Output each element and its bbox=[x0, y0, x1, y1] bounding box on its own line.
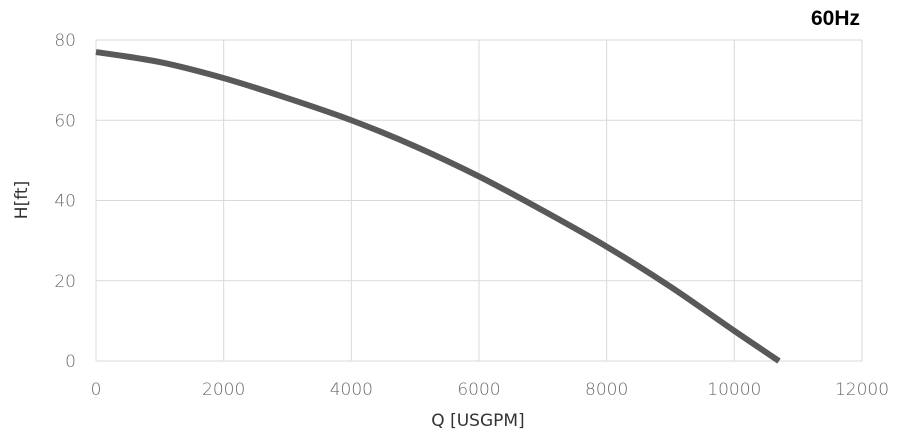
y-tick-label-4: 80 bbox=[54, 31, 76, 51]
y-axis-title: H[ft] bbox=[12, 181, 32, 219]
y-tick-labels: 0 20 40 60 80 bbox=[54, 31, 76, 372]
x-tick-label-0: 0 bbox=[91, 380, 102, 400]
x-tick-labels: 0 2000 4000 6000 8000 10000 12000 bbox=[91, 380, 889, 400]
series-group bbox=[95, 49, 781, 364]
x-tick-label-6: 12000 bbox=[835, 380, 889, 400]
series-line-0 bbox=[95, 49, 781, 364]
x-axis-title: Q [USGPM] bbox=[431, 411, 524, 431]
y-tick-label-3: 60 bbox=[54, 111, 76, 131]
y-tick-label-1: 20 bbox=[54, 272, 76, 292]
y-tick-label-0: 0 bbox=[65, 352, 76, 372]
x-tick-label-1: 2000 bbox=[202, 380, 245, 400]
frequency-badge: 60Hz bbox=[811, 7, 860, 30]
y-tick-label-2: 40 bbox=[54, 192, 76, 212]
x-tick-label-4: 8000 bbox=[585, 380, 628, 400]
x-tick-label-5: 10000 bbox=[707, 380, 761, 400]
x-tick-label-3: 6000 bbox=[457, 380, 500, 400]
grid-lines bbox=[95, 39, 863, 362]
x-tick-label-2: 4000 bbox=[330, 380, 373, 400]
